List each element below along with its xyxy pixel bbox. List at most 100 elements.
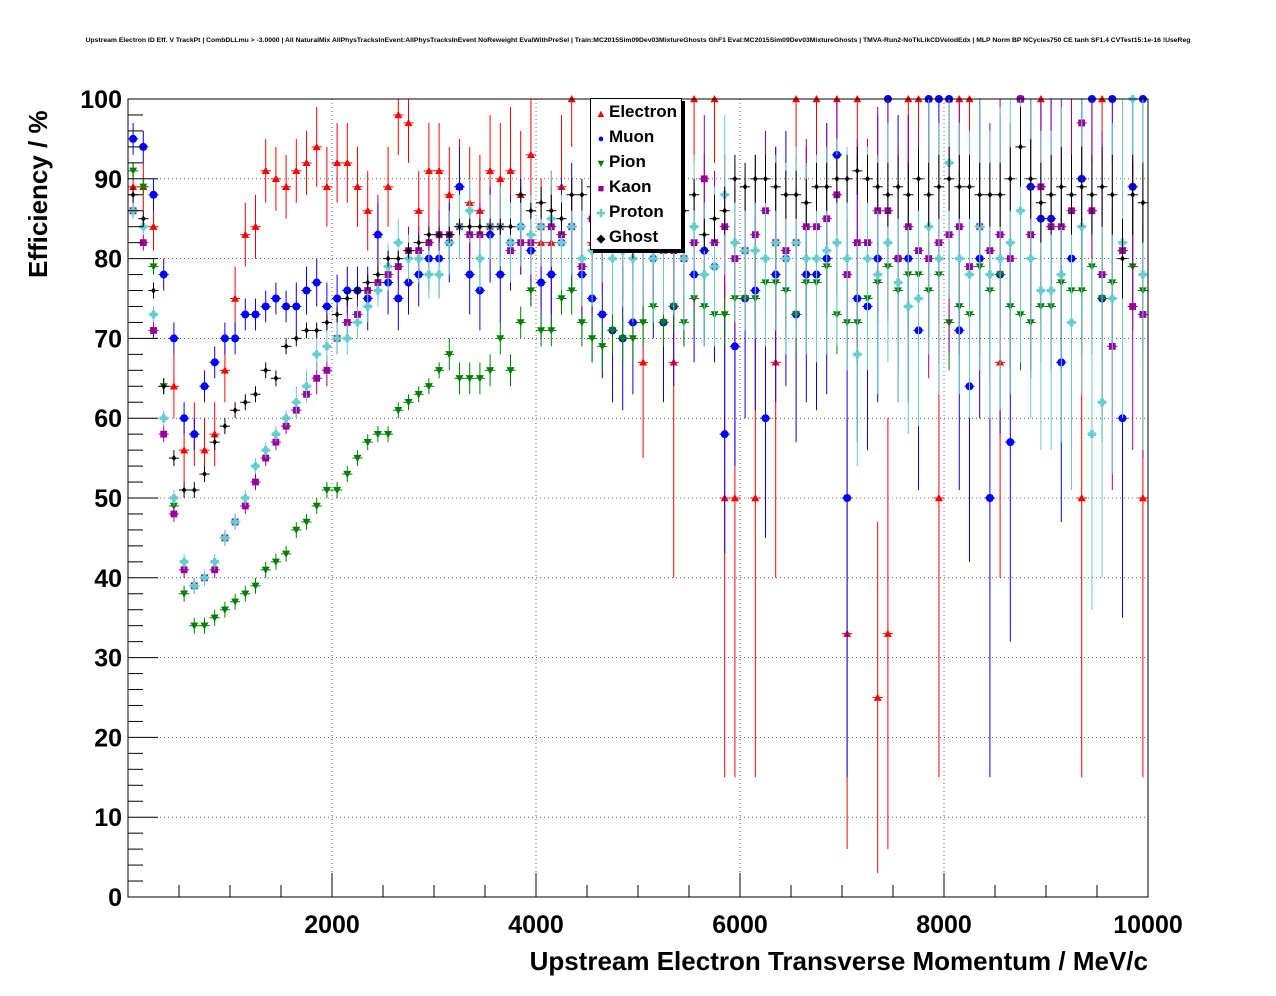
ghost-point: [314, 327, 320, 334]
electron-point: [343, 158, 352, 167]
pion-point: [241, 590, 250, 598]
proton-point: [506, 238, 515, 247]
muon-point: [241, 310, 250, 319]
ghost-point: [752, 175, 758, 182]
ghost-point: [477, 223, 483, 230]
ghost-point: [865, 175, 870, 182]
ghost-point: [956, 183, 962, 190]
pion-point: [353, 454, 362, 463]
proton-point: [730, 238, 739, 247]
ghost-point: [232, 407, 238, 414]
kaon-point: [139, 239, 147, 247]
proton-point: [373, 286, 382, 295]
ghost-point: [681, 207, 687, 214]
ghost-point: [691, 191, 697, 198]
ghost-point: [273, 375, 279, 382]
proton-point: [322, 342, 331, 351]
proton-point: [567, 222, 576, 231]
ghost-point: [834, 175, 840, 182]
muon-point: [373, 230, 382, 239]
pion-point: [424, 383, 433, 391]
proton-point: [965, 270, 974, 279]
pion-point: [608, 327, 617, 335]
ghost-point: [1038, 199, 1044, 206]
electron-point: [1138, 494, 1147, 502]
proton-point: [894, 278, 903, 287]
electron-point: [220, 366, 229, 374]
ghost-point: [936, 183, 942, 190]
ghost-point: [242, 399, 248, 406]
muon-point: [720, 430, 729, 439]
electron-point: [333, 158, 342, 167]
pion-point: [210, 614, 219, 622]
proton-point: [1047, 286, 1056, 295]
muon-point: [394, 294, 403, 303]
muon-point: [730, 342, 739, 351]
ghost-point: [814, 183, 819, 190]
legend-marker-cross-icon: ✚: [596, 208, 606, 220]
muon-point: [302, 286, 311, 295]
ghost-point: [1140, 199, 1146, 206]
ghost-point: [1028, 175, 1034, 182]
ghost-point: [426, 231, 432, 238]
electron-point: [302, 158, 311, 167]
ghost-point: [324, 319, 330, 326]
pion-point: [445, 351, 454, 359]
muon-point: [159, 270, 168, 279]
legend-marker-triangle-up-icon: ▲: [595, 108, 607, 120]
ghost-point: [283, 343, 289, 350]
proton-point: [363, 302, 372, 311]
pion-point: [312, 502, 321, 510]
legend-item-ghost: ◆ Ghost: [595, 225, 658, 249]
pion-point: [465, 375, 474, 383]
proton-point: [863, 254, 872, 263]
muon-point: [843, 494, 852, 502]
muon-point: [129, 134, 138, 143]
ghost-point: [293, 335, 299, 342]
proton-point: [853, 350, 862, 359]
proton-point: [516, 222, 525, 231]
proton-point: [424, 270, 433, 279]
proton-point: [1087, 430, 1096, 439]
electron-point: [169, 382, 178, 390]
electron-point: [1077, 494, 1086, 502]
pion-point: [292, 526, 301, 534]
proton-point: [312, 350, 321, 359]
ghost-point: [344, 295, 350, 302]
y-tick-label: 20: [94, 724, 122, 752]
pion-point: [598, 343, 607, 351]
electron-point: [200, 446, 209, 454]
legend-marker-circle-icon: ●: [597, 133, 605, 145]
proton-point: [220, 533, 229, 542]
proton-point: [394, 238, 403, 247]
electron-point: [282, 182, 291, 190]
electron-point: [414, 206, 423, 214]
proton-point: [822, 246, 831, 255]
electron-point: [384, 182, 393, 190]
legend-item-muon: ● Muon: [595, 125, 655, 149]
ghost-point: [140, 215, 146, 222]
ghost-point: [763, 175, 768, 182]
ghost-point: [1109, 191, 1115, 198]
proton-point: [751, 246, 760, 255]
axes: 2000 4000 6000 8000 10000 0 10 20 30 40 50 60 70 80 90…: [80, 86, 1182, 939]
pion-point: [537, 327, 546, 335]
muon-point: [180, 414, 189, 423]
ghost-point: [222, 422, 228, 430]
electron-point: [241, 230, 250, 238]
electron-point: [435, 166, 444, 175]
ghost-point: [395, 255, 401, 262]
electron-point: [231, 294, 240, 302]
proton-point: [1057, 270, 1066, 279]
proton-point: [690, 222, 699, 231]
muon-point: [200, 382, 209, 391]
proton-point: [526, 230, 535, 239]
proton-point: [904, 302, 913, 311]
muon-point: [139, 142, 148, 151]
electron-point: [251, 222, 260, 230]
electron-point: [873, 693, 882, 701]
ghost-point: [375, 271, 381, 278]
pion-point: [180, 590, 189, 598]
ghost-point: [773, 183, 779, 190]
pion-point: [149, 263, 158, 271]
